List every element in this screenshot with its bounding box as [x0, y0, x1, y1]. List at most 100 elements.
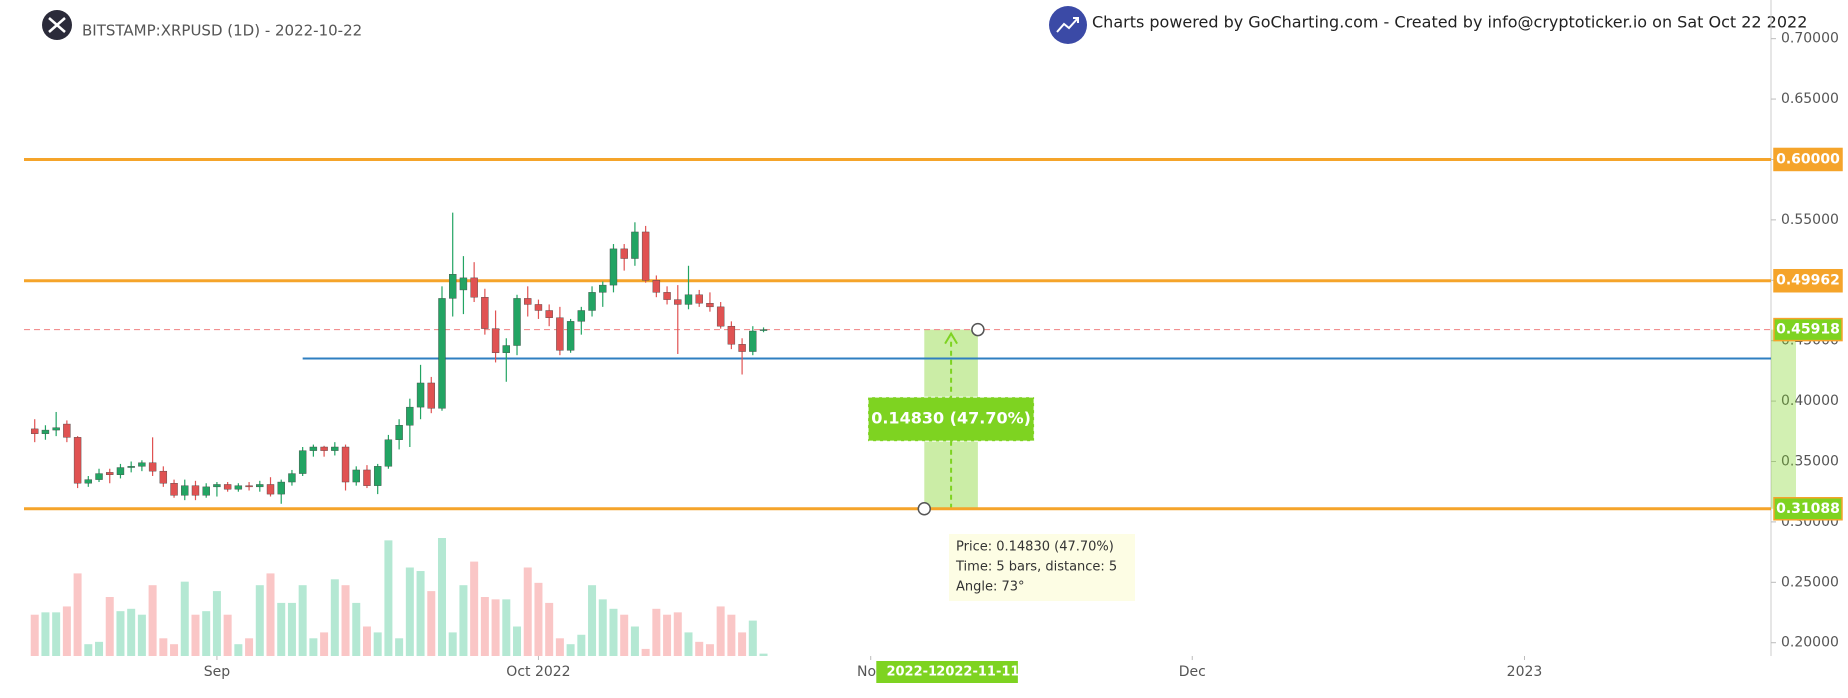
measure-arrowhead	[944, 331, 958, 345]
volume-bar	[395, 638, 404, 656]
candle-body	[438, 298, 446, 409]
candle-body	[406, 406, 414, 426]
volume-bar	[630, 626, 639, 656]
candle-body	[341, 446, 350, 483]
volume-bar	[513, 626, 522, 656]
volume-bar	[566, 644, 575, 656]
volume-bar	[255, 585, 264, 656]
volume-bar	[673, 612, 682, 656]
volume-bar	[534, 582, 543, 656]
candle-body	[116, 467, 125, 475]
volume-bar	[330, 579, 339, 656]
volume-bar	[362, 626, 371, 656]
volume-bar	[684, 632, 693, 656]
volume-bar	[373, 632, 382, 656]
candle-body	[373, 466, 382, 486]
volume-bar	[523, 567, 532, 656]
candle-body	[470, 277, 478, 298]
volume-bar	[95, 641, 104, 656]
volume-bar	[405, 567, 414, 656]
volume-bar	[545, 602, 554, 656]
candle-body	[170, 483, 178, 496]
measure-label-box	[867, 396, 1035, 442]
candle-body	[298, 450, 307, 474]
volume-bar	[470, 561, 479, 656]
x-tick-label: Oct 2022	[506, 664, 570, 680]
measure-start-date-bg	[876, 661, 957, 683]
volume-bar	[491, 599, 500, 656]
volume-bar	[191, 614, 200, 656]
x-tick-label: 2023	[1507, 664, 1543, 680]
candle-body	[181, 485, 189, 496]
candle-body	[363, 469, 371, 486]
volume-bar	[234, 644, 243, 656]
measure-end-date: 2022-11-11	[936, 665, 1019, 680]
measure-start-date: 2022-11	[886, 665, 946, 680]
volume-bar	[652, 608, 661, 656]
volume-bar	[416, 571, 425, 656]
candle-body	[234, 485, 243, 490]
candle-body	[106, 472, 114, 475]
candle-body	[384, 439, 393, 467]
candle-body	[749, 330, 757, 352]
candle-body	[309, 446, 318, 451]
volume-bar	[748, 620, 757, 656]
volume-bar	[148, 585, 157, 656]
candle-body	[556, 317, 564, 351]
candle-body	[416, 382, 425, 408]
volume-bar	[41, 612, 50, 656]
symbol-title: BITSTAMP:XRPUSD (1D) - 2022-10-22	[82, 22, 362, 40]
candle-body	[159, 470, 168, 484]
tooltip-line: Time: 5 bars, distance: 5	[955, 560, 1117, 575]
volume-bar	[448, 632, 457, 656]
volume-bar	[30, 614, 39, 656]
volume-bar	[641, 648, 650, 656]
candle-body	[352, 469, 360, 483]
volume-bar	[588, 585, 597, 656]
x-tick-label: Sep	[204, 664, 231, 680]
measure-start-point	[917, 502, 932, 516]
candle-body	[738, 344, 746, 352]
candle-body	[620, 248, 628, 259]
volume-bar	[202, 611, 211, 656]
candle-body	[288, 473, 296, 483]
candle-body	[73, 437, 82, 484]
candle-body	[716, 306, 725, 327]
volume-bar	[663, 614, 672, 656]
y-tick-label: 0.40000	[1781, 393, 1839, 409]
candle-body	[631, 231, 639, 259]
candle-body	[277, 481, 285, 495]
candle-body	[727, 325, 736, 345]
measure-end-date-bg	[937, 661, 1018, 683]
candle-body	[41, 429, 50, 434]
volume-bar	[695, 641, 704, 656]
candle-body	[684, 294, 693, 305]
y-tick-label: 0.35000	[1781, 453, 1839, 469]
volume-bar	[427, 591, 436, 656]
volume-bar	[620, 614, 629, 656]
candle-body	[191, 485, 200, 496]
candle-body	[127, 466, 135, 468]
candle-body	[566, 321, 575, 351]
volume-bar	[727, 614, 736, 656]
candle-body	[138, 462, 146, 467]
candle-body	[52, 427, 60, 431]
volume-bar	[716, 606, 725, 656]
measure-label: 0.14830 (47.70%)	[871, 409, 1031, 428]
volume-bar	[137, 614, 146, 656]
volume-bar	[352, 602, 361, 656]
volume-bar	[62, 606, 71, 656]
candle-body	[481, 296, 489, 329]
candle-body	[256, 484, 264, 488]
axis-range-highlight	[1771, 329, 1796, 509]
volume-bar	[159, 638, 168, 656]
symbol-logo	[42, 10, 72, 40]
candle-body	[63, 423, 71, 438]
candle-body	[148, 462, 157, 472]
volume-bar	[320, 632, 329, 656]
brand-logo	[1049, 6, 1087, 44]
line-price-badge: 0.31088	[1776, 501, 1840, 517]
volume-bar	[180, 581, 189, 656]
last-price-badge: 0.45918	[1776, 322, 1840, 338]
volume-bar	[245, 638, 254, 656]
